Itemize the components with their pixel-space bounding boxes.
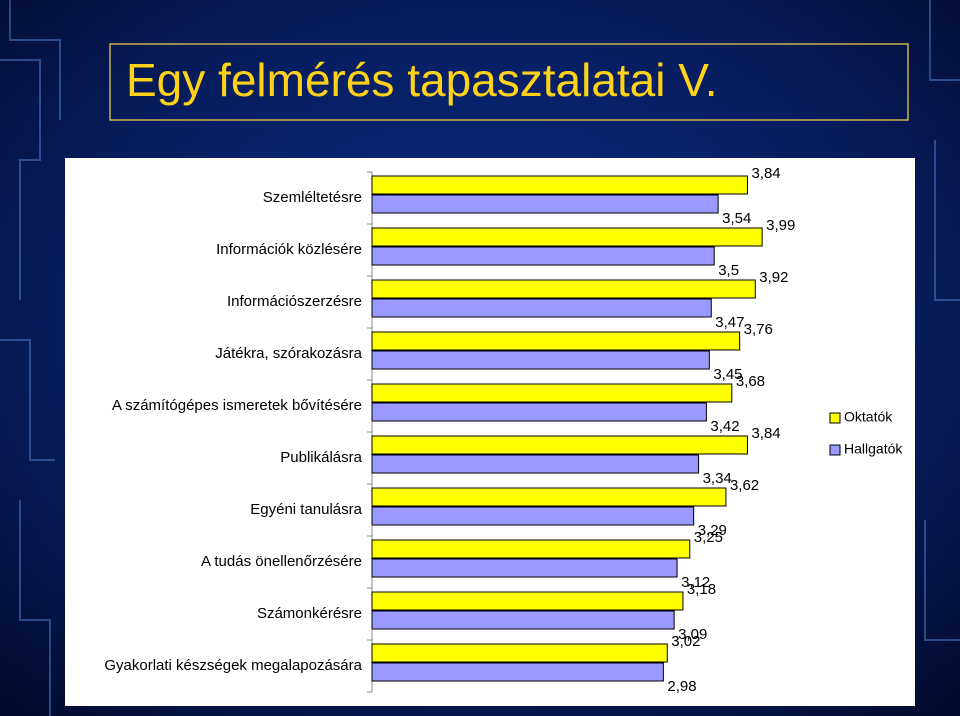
value-label: 3,84 [751,425,780,442]
title-frame [109,43,909,121]
legend-swatch [829,444,841,456]
legend-label: Oktatók [844,409,893,425]
bar [371,194,719,214]
value-label: 3,02 [671,633,700,650]
value-label: 3,29 [698,522,727,539]
bar [371,402,707,422]
y-tick-label: Információk közlésére [216,241,362,258]
value-label: 3,34 [703,470,732,487]
value-label: 3,84 [751,165,780,182]
y-tick-label: Számonkérésre [257,605,362,622]
bar [371,506,695,526]
bar [371,591,684,611]
bar [371,279,756,299]
bar [371,539,691,559]
value-label: 3,25 [694,529,723,546]
y-tick-label: Egyéni tanulásra [250,501,362,518]
y-tick-label: Játékra, szórakozásra [215,345,362,362]
y-tick-label: Szemléltetésre [263,189,362,206]
value-label: 3,18 [687,581,716,598]
y-tick-label: A tudás önellenőrzésére [201,553,362,570]
value-label: 3,09 [678,626,707,643]
bar [371,558,678,578]
legend-swatch [829,412,841,424]
bar [371,175,748,195]
y-tick-label: Gyakorlati készségek megalapozására [104,657,362,674]
value-label: 3,76 [744,321,773,338]
y-tick-label: A számítógépes ismeretek bővítésére [112,397,362,414]
bar [371,350,710,370]
legend-label: Hallgatók [844,441,903,457]
value-label: 3,62 [730,477,759,494]
bar [371,383,733,403]
value-label: 3,45 [713,366,742,383]
value-label: 3,12 [681,574,710,591]
value-label: 3,42 [710,418,739,435]
bar [371,331,741,351]
bar [371,610,675,630]
value-label: 3,47 [715,314,744,331]
value-label: 3,92 [759,269,788,286]
y-tick-label: Publikálásra [280,449,362,466]
y-tick-label: Információszerzésre [227,293,362,310]
value-label: 3,5 [718,262,739,279]
bar [371,487,727,507]
bar [371,643,668,663]
value-label: 3,68 [736,373,765,390]
plot: Szemléltetésre 3,84 3,54 Információk közlés… [104,165,910,695]
value-label: 3,99 [766,217,795,234]
slide-title: Egy felmérés tapasztalatai V. [126,54,718,106]
bar [371,298,712,318]
bar [371,227,763,247]
bar [371,246,715,266]
value-label: 3,54 [722,210,751,227]
bar [371,435,748,455]
bar [371,662,664,682]
bar [371,454,700,474]
value-label: 2,98 [667,678,696,695]
